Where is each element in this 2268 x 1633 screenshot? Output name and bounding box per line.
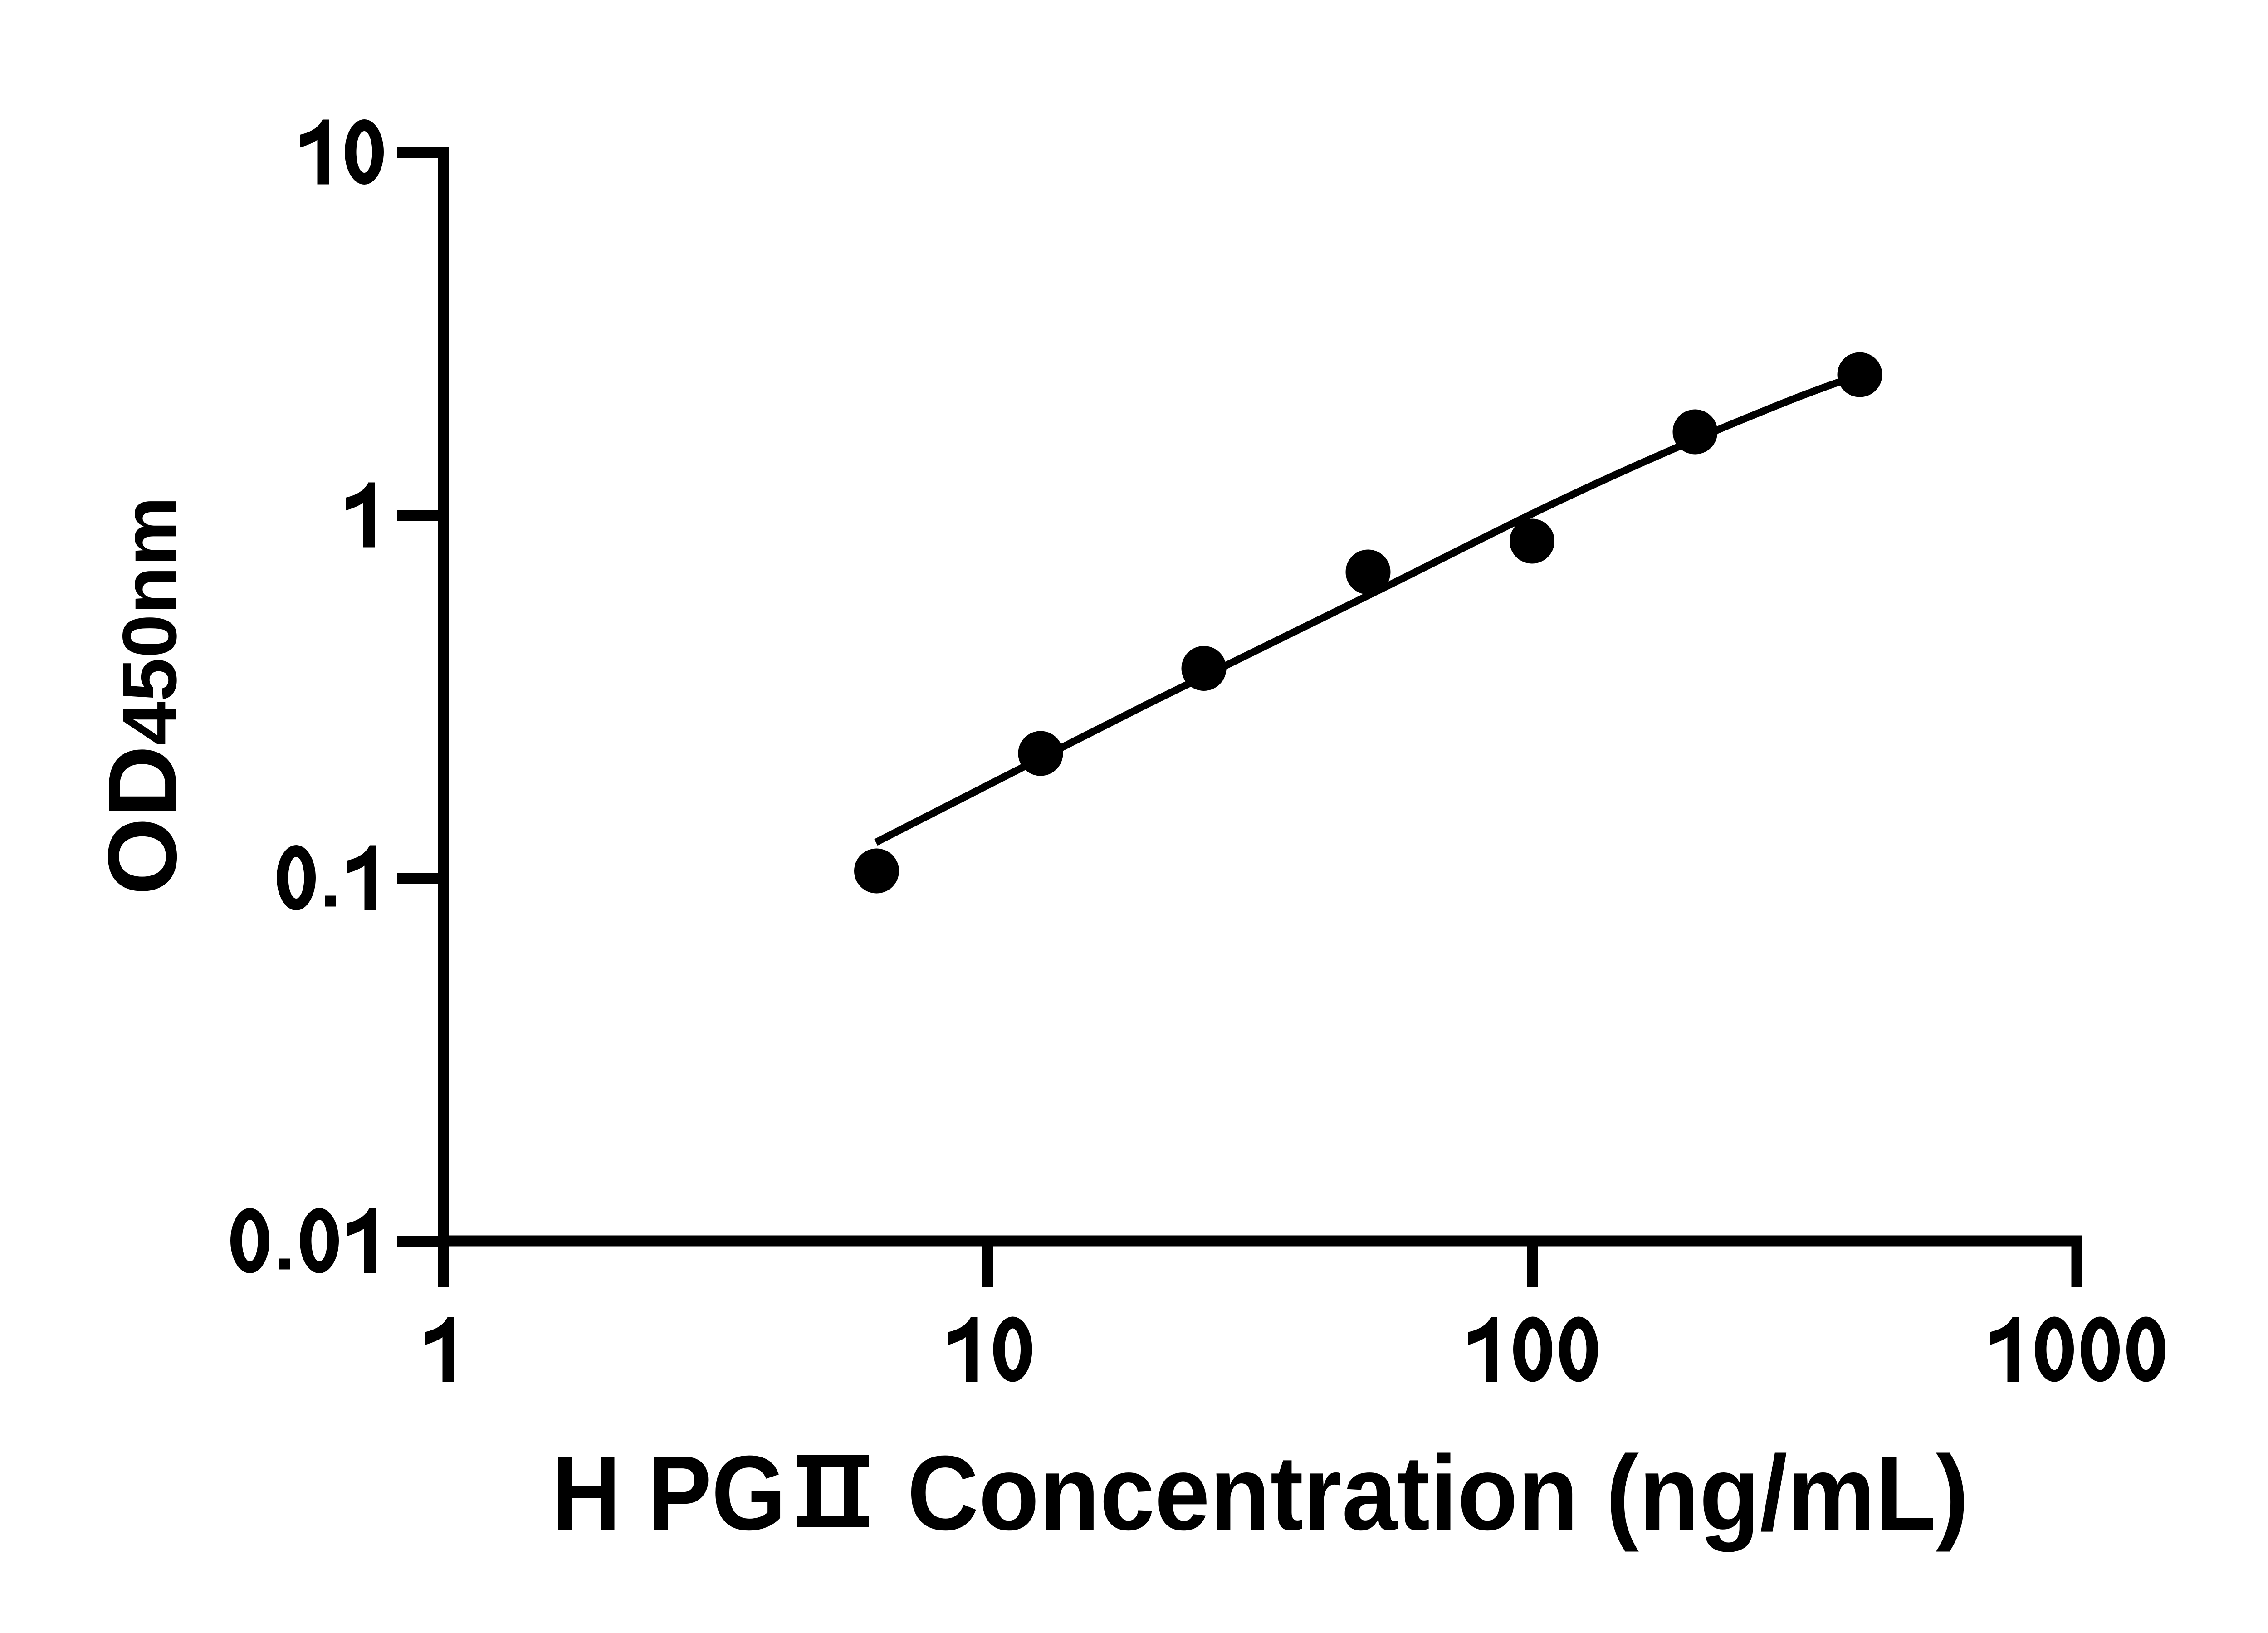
svg-text:Concentration (ng/mL): Concentration (ng/mL) <box>907 1433 1969 1552</box>
svg-text:H PG: H PG <box>552 1434 786 1552</box>
